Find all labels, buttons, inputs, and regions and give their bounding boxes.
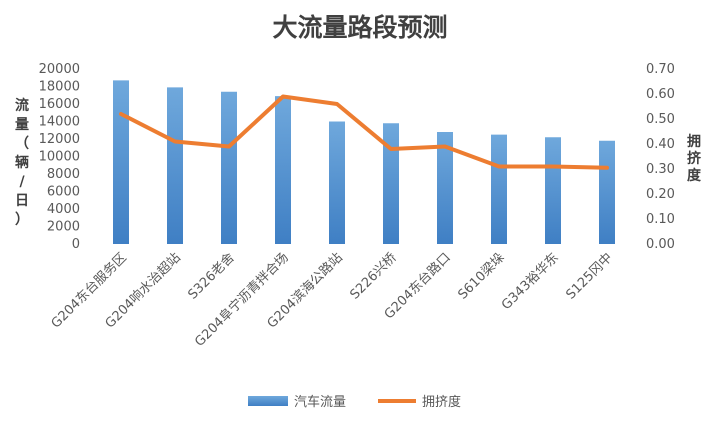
bar (113, 80, 129, 244)
y-tick-label: 6000 (47, 185, 80, 200)
chart-title: 大流量路段预测 (272, 13, 447, 42)
axis-label-char: 挤 (687, 150, 702, 167)
y2-tick-label: 0.30 (646, 162, 675, 177)
bar (383, 123, 399, 244)
axis-label-char: 拥 (687, 133, 701, 150)
bar (491, 134, 507, 244)
y-tick-label: 12000 (39, 132, 80, 147)
axis-label-char: / (19, 174, 25, 190)
bar (545, 137, 561, 244)
y2-tick-label: 0.20 (646, 187, 675, 202)
bar (275, 96, 291, 244)
x-tick-label: S326老舍 (185, 250, 237, 302)
axis-label-char: 量 (15, 117, 29, 133)
legend: 汽车流量 拥挤度 (248, 394, 461, 410)
x-tick-label: S226兴桥 (347, 250, 399, 302)
axis-label-char: 日 (15, 193, 29, 209)
y-tick-label: 16000 (39, 97, 80, 112)
y2-tick-label: 0.10 (646, 212, 675, 227)
axis-label-char: 辆 (15, 154, 29, 171)
y2-tick-label: 0.40 (646, 137, 675, 152)
y-tick-label: 2000 (47, 220, 80, 235)
y-tick-label: 0 (72, 237, 80, 252)
y2-tick-label: 0.50 (646, 112, 675, 127)
x-tick-label: G343裕华东 (499, 250, 562, 313)
bar (221, 91, 237, 244)
x-tick-label: S125冈中 (563, 250, 615, 302)
axis-label-char: （ (15, 136, 29, 152)
y-tick-label: 14000 (39, 115, 80, 130)
x-tick-label: G204阜宁沥青拌合场 (191, 250, 291, 350)
bar (329, 121, 345, 244)
y2-tick-label: 0.00 (646, 237, 675, 252)
line-series-congestion (119, 94, 609, 170)
y-tick-label: 8000 (47, 167, 80, 182)
axis-label-char: 度 (687, 167, 702, 184)
axis-label-char: ） (15, 212, 29, 228)
y-axis-label: 流量 （ 辆 / 日 ） (15, 97, 29, 228)
axis-label-char: 流 (15, 97, 29, 114)
legend-label-bar: 汽车流量 (294, 394, 346, 410)
y2-axis-label: 拥挤度 (687, 133, 702, 184)
y-tick-label: 18000 (39, 80, 80, 95)
y-tick-label: 20000 (39, 62, 80, 77)
legend-label-line: 拥挤度 (422, 394, 461, 410)
legend-swatch-bar (248, 396, 288, 406)
x-tick-label: S610梁垛 (455, 250, 507, 302)
bar (167, 87, 183, 244)
y-tick-label: 4000 (47, 202, 80, 217)
y2-tick-label: 0.60 (646, 87, 675, 102)
bar (599, 140, 615, 244)
y-tick-label: 10000 (39, 150, 80, 165)
bar (437, 132, 453, 244)
y2-tick-label: 0.70 (646, 62, 675, 77)
